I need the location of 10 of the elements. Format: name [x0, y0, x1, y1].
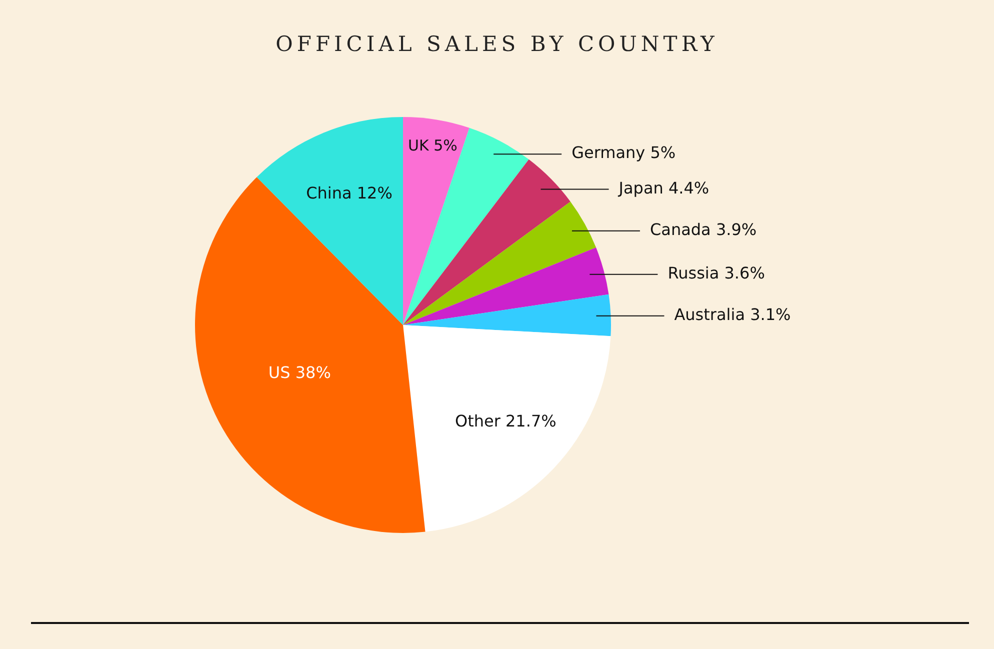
slice-label: Australia 3.1% [674, 305, 791, 324]
slice-label: UK 5% [408, 136, 458, 154]
slice-label: Canada 3.9% [650, 220, 757, 239]
slice-label: US 38% [268, 363, 331, 382]
chart-title: OFFICIAL SALES BY COUNTRY [274, 32, 720, 56]
slice-label: China 12% [306, 183, 392, 202]
slice-label: Japan 4.4% [618, 178, 710, 198]
slice-label: Other 21.7% [454, 411, 556, 430]
slice-label: Germany 5% [572, 143, 676, 162]
slice-label: Russia 3.6% [668, 264, 765, 283]
